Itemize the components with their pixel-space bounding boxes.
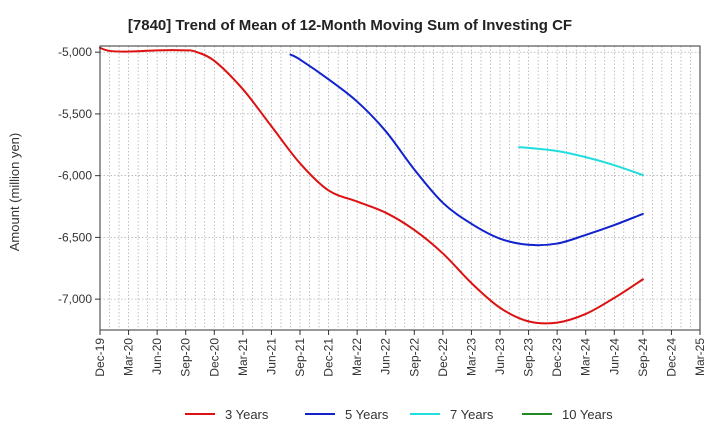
- series-line-3-years: [99, 46, 644, 325]
- x-tick-label: Dec-20: [207, 338, 221, 377]
- x-tick-label: Dec-21: [322, 338, 336, 377]
- x-tick-label: Jun-23: [493, 338, 507, 375]
- x-tick-label: Mar-20: [122, 338, 136, 376]
- x-tick-label: Jun-24: [607, 338, 621, 375]
- plot-background: [100, 46, 700, 330]
- series-layer: [99, 46, 644, 325]
- plot-area: [100, 46, 700, 330]
- y-tick-label: -6,500: [58, 230, 92, 244]
- y-axis-label: Amount (million yen): [7, 133, 22, 252]
- x-tick-label: Jun-20: [150, 338, 164, 375]
- chart-title: [7840] Trend of Mean of 12-Month Moving …: [128, 17, 572, 34]
- x-tick-label: Mar-25: [693, 338, 707, 376]
- x-tick-label: Dec-19: [93, 338, 107, 377]
- x-tick-label: Mar-23: [464, 338, 478, 376]
- legend-label: 10 Years: [562, 407, 613, 422]
- y-tick-label: -5,500: [58, 107, 92, 121]
- x-tick-label: Sep-21: [293, 338, 307, 377]
- x-tick-label: Sep-22: [407, 338, 421, 377]
- x-tick-label: Dec-23: [550, 338, 564, 377]
- legend-label: 5 Years: [345, 407, 389, 422]
- y-tick-label: -6,000: [58, 169, 92, 183]
- legend-label: 3 Years: [225, 407, 269, 422]
- series-line-7-years: [518, 146, 644, 177]
- plot-border: [99, 45, 701, 331]
- x-tick-label: Mar-24: [579, 338, 593, 376]
- axes: -5,000 -5,500 -6,000 -6,500 -7,000 Dec-19 Mar-…: [58, 45, 707, 377]
- legend-label: 7 Years: [450, 407, 494, 422]
- x-tick-label: Sep-20: [179, 338, 193, 377]
- legend: 3 Years 5 Years 7 Years 10 Years: [185, 407, 613, 422]
- x-tick-label: Jun-21: [264, 338, 278, 375]
- x-tick-label: Dec-24: [664, 338, 678, 377]
- x-tick-label: Mar-21: [236, 338, 250, 376]
- x-tick-label: Dec-22: [436, 338, 450, 377]
- y-tick-label: -5,000: [58, 45, 92, 59]
- x-tick-label: Jun-22: [379, 338, 393, 375]
- x-tick-label: Mar-22: [350, 338, 364, 376]
- y-tick-label: -7,000: [58, 292, 92, 306]
- x-tick-label: Sep-23: [522, 338, 536, 377]
- series-line-5-years: [289, 53, 644, 247]
- x-tick-label: Sep-24: [636, 338, 650, 377]
